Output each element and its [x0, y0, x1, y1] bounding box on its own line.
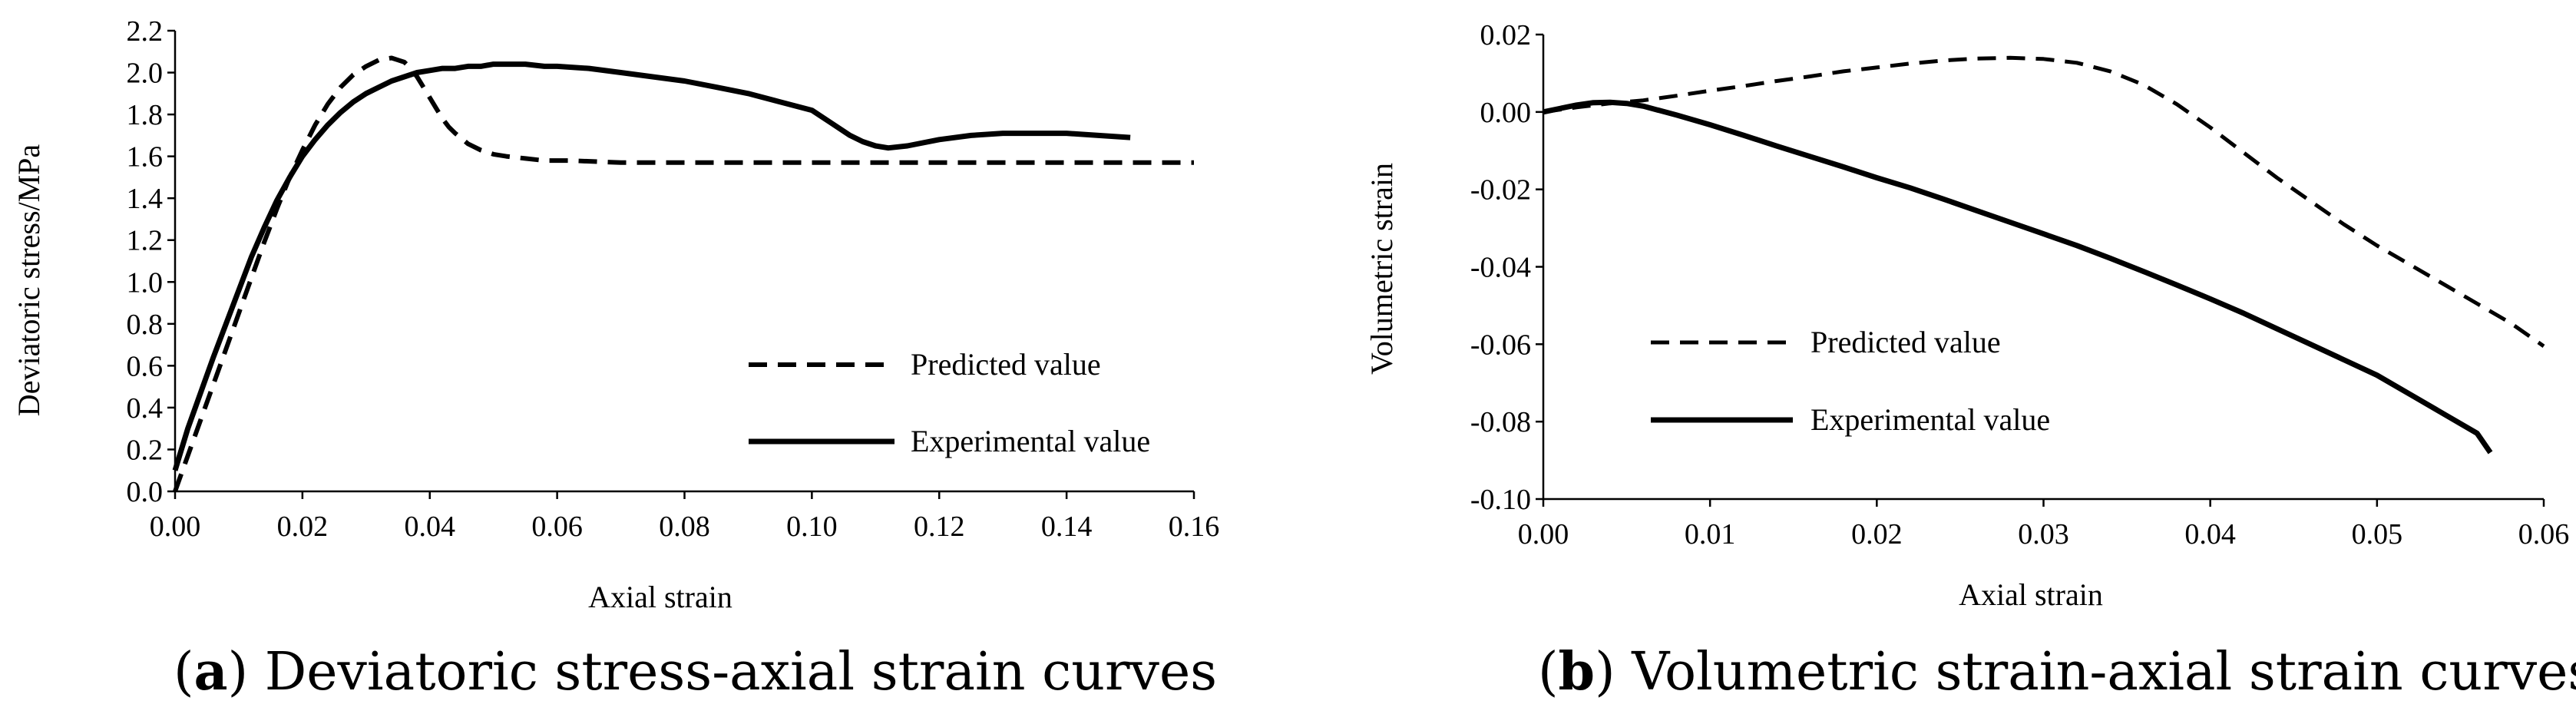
panel-a-y-tick-label: 1.2: [127, 225, 164, 257]
panel-b-x-axis-title: Axial strain: [1959, 577, 2103, 612]
panel-a-y-axis-title: Deviatoric stress/MPa: [12, 144, 46, 417]
panel-a-x-tick-label: 0.06: [531, 511, 583, 543]
panel-a-x-tick-label: 0.14: [1041, 511, 1093, 543]
panel-a-y-tick-label: 0.8: [127, 309, 164, 341]
panel-a-y-tick-label: 1.0: [127, 266, 164, 299]
panel-b-series-experimental-line: [1543, 99, 2493, 455]
panel-b-x-tick-label: 0.02: [1851, 518, 1903, 550]
panel-a-y-tick-label: 1.4: [127, 183, 164, 215]
panel-a-y-tick-label: 0.2: [127, 434, 164, 466]
panel-a-caption-text: Deviatoric stress-axial strain curves: [248, 642, 1217, 703]
panel-b-legend-predicted-label: Predicted value: [1810, 325, 2001, 359]
panel-a-x-axis-title: Axial strain: [588, 580, 732, 614]
panel-a-y-tick-label: 1.6: [127, 141, 164, 174]
panel-b-legend-experimental-label: Experimental value: [1810, 402, 2050, 437]
panel-a-y-tick-label: 2.0: [127, 58, 164, 90]
panel-b-x-tick-label: 0.04: [2184, 518, 2236, 550]
panel-a-x-tick-label: 0.02: [277, 511, 329, 543]
panel-b-y-tick-label: -0.02: [1470, 174, 1531, 207]
panel-b-caption: (b) Volumetric strain-axial strain curve…: [1538, 641, 2576, 703]
panel-a-y-tick-label: 2.2: [127, 15, 164, 48]
panel-b-volumetric-strain: -0.10 -0.08 -0.06 -0.04 -0.02 0.00 0.02 0.00 0.0…: [1364, 19, 2576, 703]
panel-b-x-tick-label: 0.03: [2018, 518, 2069, 550]
panel-b-x-tick-label: 0.00: [1518, 518, 1569, 550]
panel-b-y-tick-label: -0.06: [1470, 329, 1531, 361]
panel-a-series-predicted-line: [173, 55, 1194, 493]
panel-b-y-tick-label: 0.00: [1480, 97, 1532, 129]
panel-b-y-tick-label: -0.04: [1470, 252, 1531, 284]
panel-b-series-predicted-line: [1543, 55, 2545, 348]
panel-b-x-tick-label: 0.05: [2352, 518, 2403, 550]
panel-a-x-tick-label: 0.04: [405, 511, 456, 543]
panel-b-legend: Predicted value Experimental value: [1651, 325, 2050, 437]
panel-a-caption: (a) Deviatoric stress-axial strain curve…: [174, 641, 1217, 703]
panel-a-tick-labels: 0.0 0.2 0.4 0.6 0.8 1.0 1.2 1.4 1.6 1.8 2.0 2.2 0.00…: [127, 15, 1220, 543]
panel-b-tick-labels: -0.10 -0.08 -0.06 -0.04 -0.02 0.00 0.02 0.00 0.0…: [1470, 19, 2569, 550]
panel-b-x-tick-label: 0.06: [2518, 518, 2570, 550]
panel-a-x-tick-label: 0.12: [914, 511, 965, 543]
panel-a-legend: Predicted value Experimental value: [749, 347, 1150, 458]
panel-a-x-tick-label: 0.16: [1169, 511, 1220, 543]
panel-b-caption-letter: b: [1559, 641, 1596, 703]
panel-a-caption-letter: a: [194, 641, 228, 703]
panel-a-x-tick-label: 0.08: [659, 511, 710, 543]
panel-a-legend-predicted-label: Predicted value: [911, 347, 1101, 382]
panel-b-series: [1543, 55, 2545, 455]
panel-b-y-axis-title: Volumetric strain: [1364, 163, 1399, 375]
panel-a-x-tick-label: 0.00: [150, 511, 201, 543]
panel-b-y-tick-label: -0.08: [1470, 406, 1531, 438]
panel-b-y-tick-label: 0.02: [1480, 19, 1532, 51]
panel-a-legend-experimental-label: Experimental value: [911, 424, 1150, 458]
panel-a-deviatoric-stress: 0.0 0.2 0.4 0.6 0.8 1.0 1.2 1.4 1.6 1.8 2.0 2.2 0.00…: [12, 15, 1219, 703]
panel-a-axes: [167, 29, 1195, 499]
panel-a-y-tick-label: 0.4: [127, 392, 164, 425]
panel-b-y-tick-label: -0.10: [1470, 484, 1531, 516]
panel-a-y-tick-label: 0.0: [127, 476, 164, 508]
panel-b-x-tick-label: 0.01: [1685, 518, 1736, 550]
panel-a-x-tick-label: 0.10: [786, 511, 838, 543]
panel-b-axes: [1536, 33, 2545, 507]
panel-a-series: [172, 55, 1194, 493]
panel-a-y-tick-label: 1.8: [127, 99, 164, 131]
panel-a-series-experimental-line: [172, 61, 1131, 471]
panel-a-y-tick-label: 0.6: [127, 350, 164, 382]
panel-b-caption-text: Volumetric strain-axial strain curves: [1615, 642, 2576, 703]
